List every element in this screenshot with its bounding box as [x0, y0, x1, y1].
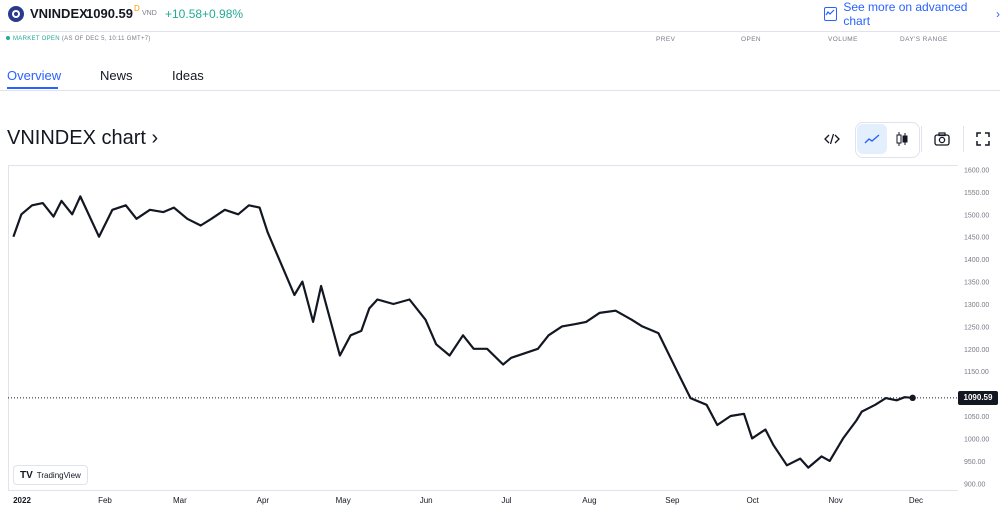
stat-header-days-range: DAY'S RANGE [900, 36, 948, 43]
candles-icon [896, 132, 908, 146]
x-tick-label: Apr [257, 496, 270, 505]
x-tick-label: Dec [909, 496, 923, 505]
y-tick-label: 1550.00 [964, 190, 989, 197]
y-tick-label: 1200.00 [964, 347, 989, 354]
candles-button[interactable] [887, 124, 917, 154]
stat-header-volume: VOLUME [828, 36, 858, 43]
y-tick-label: 1050.00 [964, 414, 989, 421]
divider [0, 31, 1000, 32]
y-tick-label: 1300.00 [964, 302, 989, 309]
tab-overview[interactable]: Overview [7, 68, 62, 83]
divider [0, 90, 1000, 91]
chart-pane[interactable] [8, 165, 958, 491]
y-tick-label: 1350.00 [964, 280, 989, 287]
toolbar-divider [921, 126, 922, 152]
x-tick-label: Aug [582, 496, 596, 505]
x-tick-label: Jun [420, 496, 433, 505]
tab-bar: Overview News Ideas [0, 62, 1000, 91]
y-tick-label: 1400.00 [964, 257, 989, 264]
fullscreen-icon [976, 132, 990, 146]
symbol-name: VNINDEX [30, 6, 88, 21]
line-chart-icon [864, 134, 880, 144]
y-tick-label: 1500.00 [964, 212, 989, 219]
y-tick-label: 950.00 [964, 459, 986, 466]
tradingview-logo-icon: TV [20, 469, 33, 481]
y-tick-label: 1000.00 [964, 436, 989, 443]
fullscreen-button[interactable] [968, 124, 998, 154]
tradingview-badge[interactable]: TV TradingView [13, 465, 88, 485]
y-tick-label: 1250.00 [964, 324, 989, 331]
toolbar-divider [963, 126, 964, 152]
price-axis: 1600.00 1550.00 1500.00 1450.00 1400.00 1350.… [964, 167, 989, 488]
x-tick-label: Mar [173, 496, 187, 505]
snapshot-button[interactable] [927, 124, 957, 154]
x-tick-label: Oct [746, 496, 759, 505]
embed-button[interactable] [817, 124, 847, 154]
advanced-chart-label: See more on advanced chart [843, 0, 968, 28]
market-open-label: MARKET OPEN [13, 36, 60, 42]
x-tick-label: Jul [501, 496, 511, 505]
y-tick-label: 1150.00 [964, 369, 989, 376]
tradingview-label: TradingView [36, 470, 81, 480]
symbol-header: VNINDEX 1090.59 D VND +10.58 +0.98% See … [0, 0, 1000, 28]
market-status: MARKET OPEN (AS OF DEC 5, 10:11 GMT+7) [6, 36, 151, 42]
symbol-price: 1090.59 [86, 6, 133, 21]
market-as-of: (AS OF DEC 5, 10:11 GMT+7) [61, 36, 151, 42]
stat-header-open: OPEN [741, 36, 762, 43]
x-tick-label: Sep [665, 496, 680, 505]
embed-icon [824, 133, 840, 145]
x-tick-label: Nov [829, 496, 843, 505]
symbol-logo-icon [8, 6, 24, 22]
chart-icon [824, 7, 838, 21]
tab-ideas[interactable]: Ideas [172, 68, 204, 83]
symbol-change-percent: +0.98% [202, 7, 244, 21]
symbol-change: +10.58 [165, 7, 203, 21]
time-axis: 2022 Feb Mar Apr May Jun Jul Aug Sep Oct Nov Dec [13, 496, 923, 505]
line-chart-button[interactable] [857, 124, 887, 154]
camera-icon [934, 132, 950, 146]
chart-style-group [855, 122, 920, 158]
price-delay-marker: D [134, 4, 140, 13]
tab-news[interactable]: News [100, 68, 133, 83]
active-tab-indicator [7, 87, 58, 89]
x-tick-label: 2022 [13, 496, 31, 505]
y-tick-label: 900.00 [964, 481, 986, 488]
chart-title-link[interactable]: VNINDEX chart › [7, 127, 159, 149]
last-price-label: 1090.59 [958, 390, 998, 405]
stat-header-prev: PREV [656, 36, 676, 43]
chevron-right-icon: › [996, 7, 1000, 21]
series-line-vnindex [12, 195, 913, 469]
x-tick-label: May [336, 496, 351, 505]
symbol-currency: VND [142, 10, 157, 17]
advanced-chart-link[interactable]: See more on advanced chart › [824, 0, 1000, 28]
y-tick-label: 1600.00 [964, 167, 989, 174]
price-chart[interactable]: 1600.00 1550.00 1500.00 1450.00 1400.00 1350.… [0, 160, 1000, 506]
x-tick-label: Feb [98, 496, 112, 505]
y-tick-label: 1450.00 [964, 235, 989, 242]
last-price-dot [909, 394, 916, 402]
status-dot-icon [6, 36, 10, 41]
